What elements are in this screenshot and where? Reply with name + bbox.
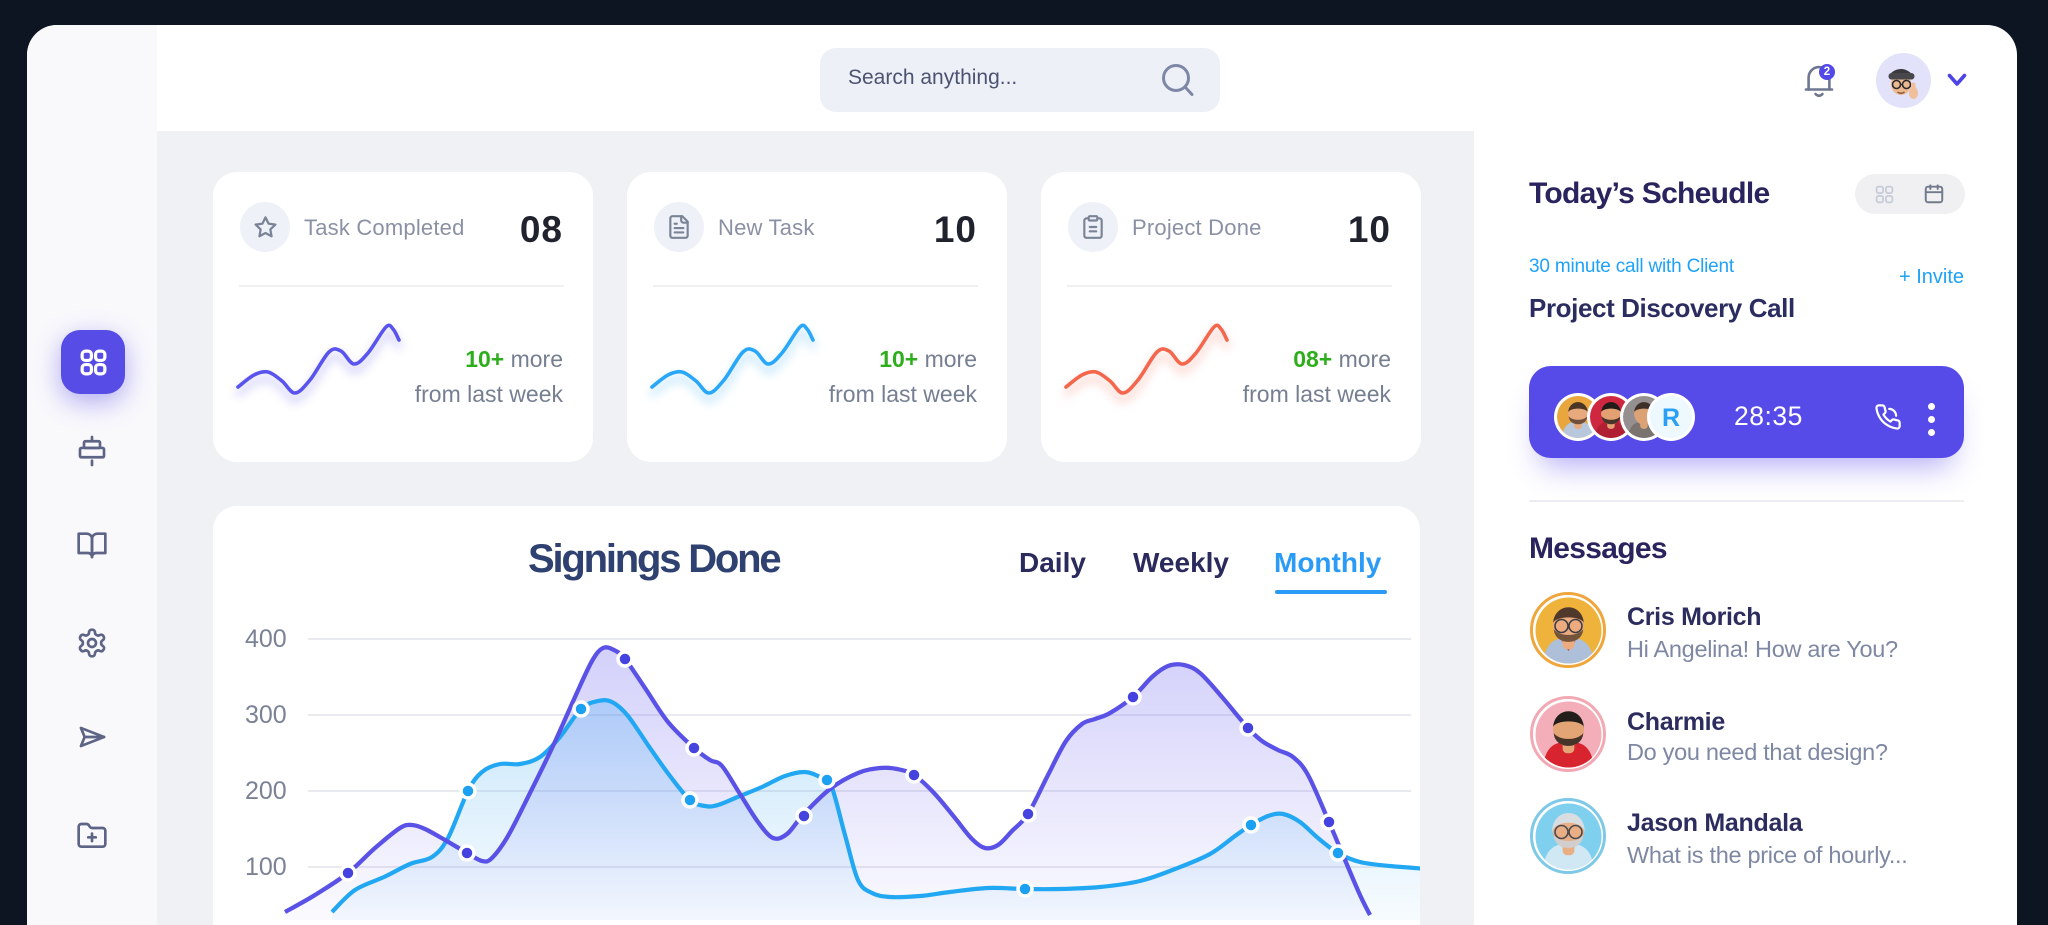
svg-text:R: R <box>1662 404 1680 432</box>
